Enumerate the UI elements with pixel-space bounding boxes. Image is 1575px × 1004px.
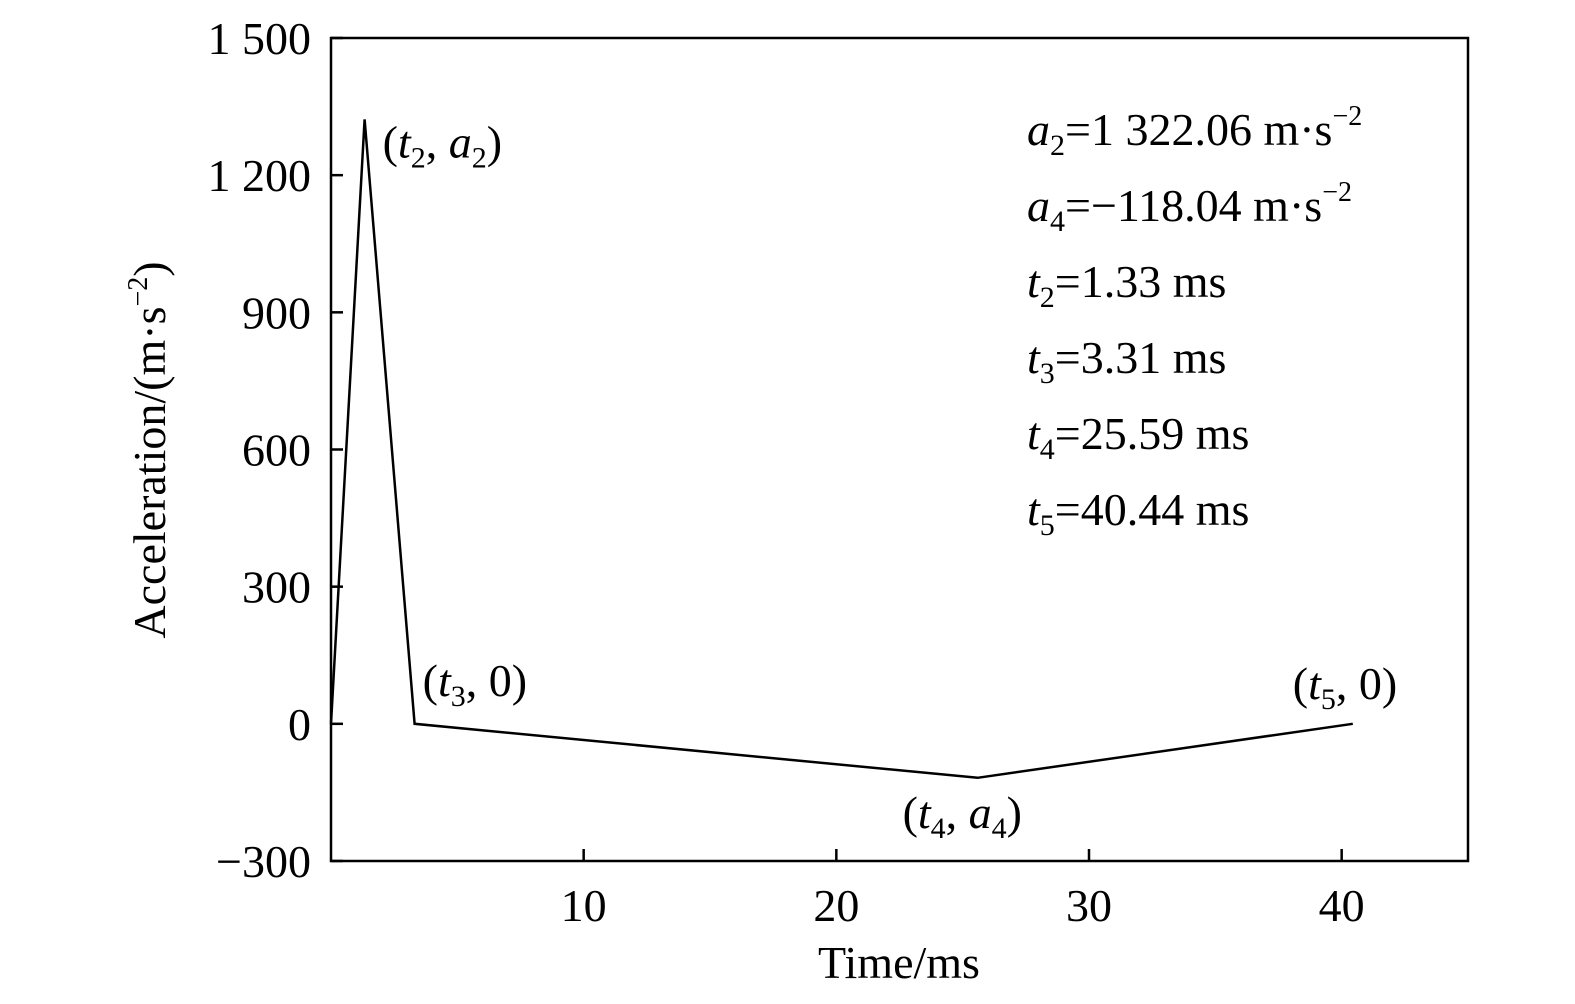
y-tick-label: 600 [242, 425, 311, 476]
y-tick-label: 300 [242, 562, 311, 613]
y-tick-label: 1 200 [208, 150, 312, 201]
x-axis: 10 20 30 40 [561, 849, 1365, 931]
y-axis-title-main: Acceleration/(m·s [124, 307, 175, 639]
y-tick-label: −300 [216, 836, 311, 887]
x-tick-label: 10 [561, 880, 607, 931]
x-tick-label: 30 [1066, 880, 1112, 931]
parameter-item: a4=−118.04 m·s−2 [1027, 177, 1352, 238]
parameter-legend: a2=1 322.06 m·s−2 a4=−118.04 m·s−2 t2=1.33… [1027, 101, 1362, 542]
y-axis-title-power: −2 [123, 277, 154, 307]
parameter-item: t3=3.31 ms [1027, 332, 1226, 390]
parameter-item: t2=1.33 ms [1027, 256, 1226, 314]
point-labels: (t2, a2) (t3, 0) (t4, a4) (t5, 0) [383, 116, 1398, 844]
y-axis-title-close: ) [124, 261, 175, 276]
y-tick-label: 1 500 [208, 13, 312, 64]
x-tick-label: 40 [1319, 880, 1365, 931]
point-label: (t4, a4) [903, 787, 1022, 845]
acceleration-series-line [329, 119, 1353, 780]
x-tick-label: 20 [813, 880, 859, 931]
y-tick-label: 900 [242, 287, 311, 338]
point-label: (t2, a2) [383, 116, 502, 174]
y-tick-label: 0 [288, 699, 311, 750]
parameter-item: a2=1 322.06 m·s−2 [1027, 101, 1362, 162]
parameter-item: t5=40.44 ms [1027, 484, 1249, 542]
x-axis-title: Time/ms [818, 937, 980, 988]
point-label: (t5, 0) [1293, 658, 1397, 716]
parameter-item: t4=25.59 ms [1027, 408, 1249, 466]
y-axis: −300 0 300 600 900 1 200 1 500 [208, 13, 343, 887]
point-label: (t3, 0) [423, 655, 527, 713]
y-axis-title: Acceleration/(m·s−2) [123, 261, 175, 638]
